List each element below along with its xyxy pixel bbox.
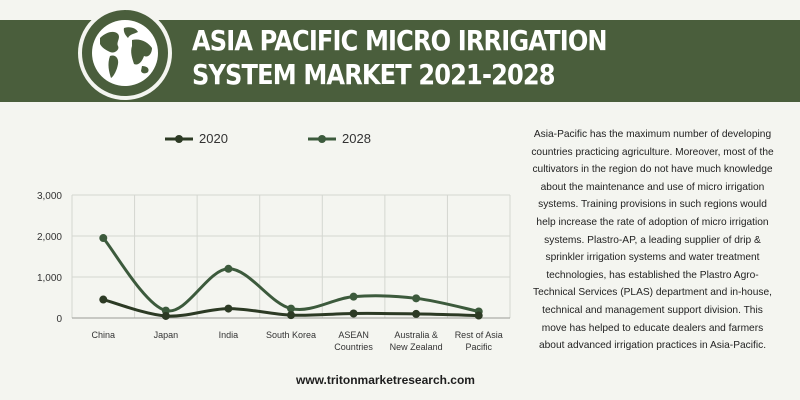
data-point-2020: [224, 304, 233, 313]
line-chart: 0 1,000 2,000 3,000 China Japan India South Kor…: [37, 191, 511, 352]
data-point-2020: [99, 295, 108, 304]
legend-swatch-2020: [165, 134, 193, 143]
x-tick-label: South Korea: [266, 330, 316, 340]
x-tick-label: China: [92, 330, 116, 340]
legend-item-2028: 2028: [308, 130, 371, 146]
globe-badge: [78, 6, 172, 100]
data-point-2020: [412, 309, 421, 318]
y-tick-label: 2,000: [37, 232, 62, 243]
title-line-2: SYSTEM MARKET 2021-2028: [192, 58, 556, 91]
data-point-2028: [412, 294, 421, 303]
legend-label-2020: 2020: [199, 131, 228, 147]
data-point-2028: [287, 304, 295, 313]
y-tick-label: 1,000: [37, 273, 62, 284]
data-point-2020: [349, 309, 358, 318]
data-point-2028: [224, 264, 233, 273]
data-point-2020: [474, 311, 483, 320]
title-line-1: ASIA PACIFIC MICRO IRRIGATION: [192, 24, 608, 57]
x-tick-label: India: [219, 330, 239, 340]
y-tick-label: 3,000: [37, 191, 62, 202]
y-tick-label: 0: [56, 314, 62, 325]
x-tick-label: ASEAN Countries: [334, 330, 373, 352]
legend-swatch-2028: [308, 134, 336, 143]
data-point-2028: [349, 292, 358, 301]
legend-label-2028: 2028: [342, 131, 371, 147]
legend-item-2020: 2020: [165, 130, 228, 146]
series-line-2028: [102, 237, 480, 313]
footer-url: www.tritonmarketresearch.com: [296, 373, 475, 387]
x-tick-label: Rest of Asia Pacific: [455, 330, 503, 352]
data-point-2020: [161, 311, 170, 320]
x-tick-label: Australia & New Zealand: [390, 330, 443, 352]
data-point-2020: [287, 311, 295, 320]
globe-icon: [92, 20, 158, 86]
description-text: Asia-Pacific has the maximum number of d…: [531, 129, 774, 352]
page-title: ASIA PACIFIC MICRO IRRIGATION SYSTEM MAR…: [192, 24, 708, 92]
x-tick-label: Japan: [154, 330, 179, 340]
data-point-2028: [99, 234, 108, 243]
